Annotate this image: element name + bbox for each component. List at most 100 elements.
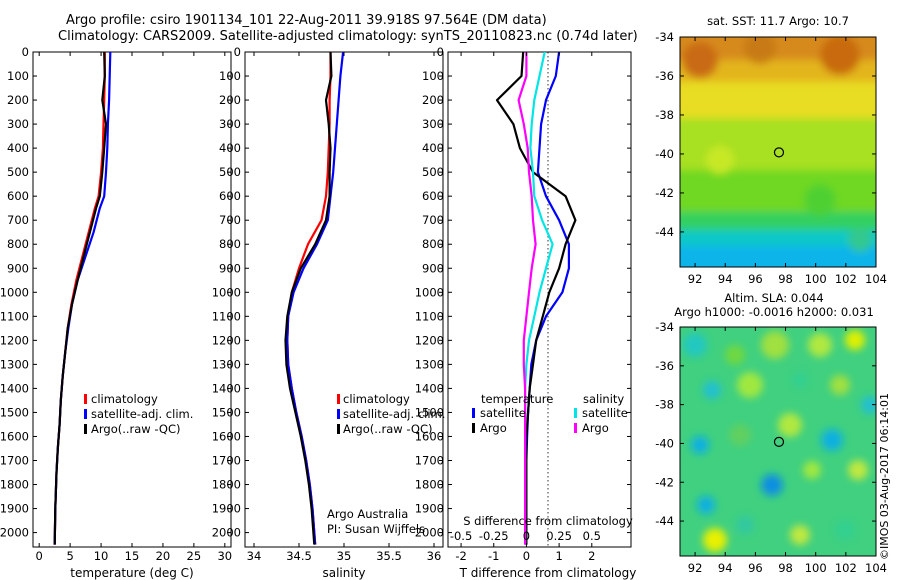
x-tick-label: 25 <box>187 549 202 563</box>
x-tick-label: 98 <box>778 561 793 575</box>
legend-label: Argo(..raw -QC) <box>343 422 433 436</box>
s-difference-label: S difference from climatology <box>463 514 633 528</box>
legend-label: Argo <box>480 421 507 435</box>
x-tick-label: 102 <box>835 561 857 575</box>
y-tick-label: 0 <box>234 45 241 59</box>
sla-map-panel: Altim. SLA: 0.044 Argo h1000: -0.0016 h2… <box>655 291 887 575</box>
legend-label: Argo(..raw -QC) <box>91 422 181 436</box>
legend-label: climatology <box>343 392 410 406</box>
y-tick-label: 1300 <box>415 357 444 371</box>
y-tick-label: 200 <box>219 93 241 107</box>
legend-swatch-satellite <box>84 409 87 419</box>
y-tick-label: 1900 <box>0 502 29 516</box>
y-tick-label: 700 <box>422 213 444 227</box>
legend-swatch-s-satellite <box>574 408 577 418</box>
legend-label: climatology <box>91 392 158 406</box>
legend-swatch-s-argo <box>574 423 577 433</box>
y-tick-label: 200 <box>7 93 29 107</box>
sst-map-frame <box>679 36 877 268</box>
y-tick-label: 300 <box>7 117 29 131</box>
sst-map-image <box>680 37 876 267</box>
y-tick-label: 1400 <box>0 381 29 395</box>
y-tick-label: 100 <box>219 69 241 83</box>
difference-panel: 0100200300400500600700800900100011001200… <box>415 45 637 580</box>
legend-label: satellite <box>582 406 628 420</box>
y-tick-label: 800 <box>219 237 241 251</box>
y-tick-label: 1900 <box>415 502 444 516</box>
y-tick-label: 1200 <box>0 333 29 347</box>
argo-position-marker <box>773 147 785 158</box>
temperature-xlabel: temperature (deg C) <box>70 566 193 580</box>
y-tick-label: 1700 <box>0 453 29 467</box>
y-tick-label: 100 <box>7 69 29 83</box>
y-tick-label: -38 <box>655 398 674 412</box>
y-tick-label: 500 <box>7 165 29 179</box>
x-tick-label: 100 <box>805 272 827 286</box>
x-tick-label: 94 <box>718 561 733 575</box>
y-tick-label: 700 <box>219 213 241 227</box>
y-tick-label: 400 <box>422 141 444 155</box>
y-tick-label: 400 <box>7 141 29 155</box>
y-tick-label: 800 <box>422 237 444 251</box>
y-tick-label: 1100 <box>415 309 444 323</box>
sst-map-title: sat. SST: 11.7 Argo: 10.7 <box>707 14 849 28</box>
y-tick-label: 0 <box>437 45 444 59</box>
y-tick-label: 500 <box>422 165 444 179</box>
y-tick-label: -40 <box>655 147 674 161</box>
y-tick-label: 1800 <box>415 478 444 492</box>
legend-swatch-t-satellite <box>472 408 475 418</box>
temperature-panel: 0100200300400500600700800900100011001200… <box>0 45 232 580</box>
y-tick-label: 1600 <box>415 429 444 443</box>
y-tick-label: 1900 <box>212 502 241 516</box>
y-tick-label: 800 <box>7 237 29 251</box>
y-tick-label: -34 <box>655 30 674 44</box>
y-tick-label: 1000 <box>212 285 241 299</box>
salinity-legend: climatology satellite-adj. clim. Argo(..… <box>337 392 445 436</box>
sla-map-image <box>680 327 876 556</box>
legend-label: satellite <box>480 406 526 420</box>
y-tick-label: -34 <box>655 320 674 334</box>
x-tick-label: 34 <box>247 549 262 563</box>
x-tick-label: 104 <box>865 272 887 286</box>
y-tick-label: 900 <box>219 261 241 275</box>
y-tick-label: 600 <box>7 189 29 203</box>
y-tick-label: -38 <box>655 108 674 122</box>
x-tick-label: 94 <box>718 272 733 286</box>
legend-swatch-t-argo <box>472 423 475 433</box>
y-tick-label: -42 <box>655 186 674 200</box>
x-tick-label: 96 <box>748 561 763 575</box>
y-tick-label: 1600 <box>0 429 29 443</box>
y-tick-label: 1300 <box>212 357 241 371</box>
x-tick-label: 10 <box>94 549 109 563</box>
y-tick-label: 700 <box>7 213 29 227</box>
y-tick-label: 1400 <box>415 381 444 395</box>
y-tick-label: -36 <box>655 359 674 373</box>
legend-label: satellite-adj. clim. <box>343 407 445 421</box>
legend-swatch-argo <box>84 424 87 434</box>
y-tick-label: 900 <box>7 261 29 275</box>
sst-map-panel: sat. SST: 11.7 Argo: 10.7 -34 <box>655 14 887 286</box>
legend-swatch-satellite <box>337 409 340 419</box>
series-line-3 <box>517 52 537 545</box>
temperature-axes <box>32 51 232 548</box>
y-tick-label: 0 <box>22 45 29 59</box>
x-tick-label: 35 <box>337 549 352 563</box>
x-tick-label: 92 <box>688 272 703 286</box>
y-tick-label: 1700 <box>212 453 241 467</box>
series-line-2 <box>284 52 333 545</box>
y-tick-label: 1300 <box>0 357 29 371</box>
s-tick-label: 0.25 <box>546 529 572 543</box>
x-tick-label: 2 <box>588 549 595 563</box>
x-tick-label: 96 <box>748 272 763 286</box>
legend-swatch-climatology <box>84 394 87 404</box>
s-tick-label: 0 <box>523 529 530 543</box>
y-tick-label: 100 <box>422 69 444 83</box>
figure-title-line1: Argo profile: csiro 1901134_101 22-Aug-2… <box>66 13 547 28</box>
salinity-xlabel: salinity <box>322 566 365 580</box>
y-tick-label: -44 <box>655 225 674 239</box>
s-tick-label: -0.25 <box>479 529 509 543</box>
x-tick-label: 0 <box>523 549 530 563</box>
pi-note: PI: Susan Wijffels <box>327 522 425 536</box>
x-tick-label: 98 <box>778 272 793 286</box>
